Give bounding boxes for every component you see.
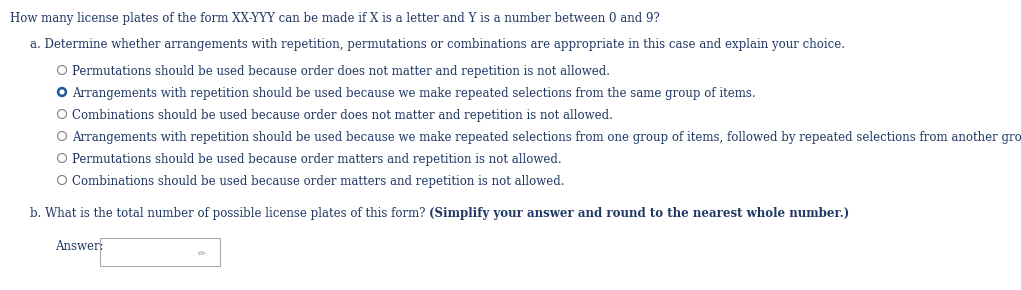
Circle shape (60, 90, 64, 94)
Text: Answer:: Answer: (55, 240, 103, 253)
Circle shape (57, 88, 66, 97)
Text: Permutations should be used because order does not matter and repetition is not : Permutations should be used because orde… (72, 65, 610, 78)
Text: How many license plates of the form XX-YYY can be made if X is a letter and Y is: How many license plates of the form XX-Y… (10, 12, 660, 25)
Text: Arrangements with repetition should be used because we make repeated selections : Arrangements with repetition should be u… (72, 87, 756, 100)
Text: Combinations should be used because order does not matter and repetition is not : Combinations should be used because orde… (72, 109, 613, 122)
Text: Permutations should be used because order matters and repetition is not allowed.: Permutations should be used because orde… (72, 153, 562, 166)
Text: ✏: ✏ (198, 249, 206, 259)
Text: (Simplify your answer and round to the nearest whole number.): (Simplify your answer and round to the n… (429, 207, 849, 220)
Text: b. What is the total number of possible license plates of this form?: b. What is the total number of possible … (30, 207, 429, 220)
Text: Combinations should be used because order matters and repetition is not allowed.: Combinations should be used because orde… (72, 175, 565, 188)
Text: a. Determine whether arrangements with repetition, permutations or combinations : a. Determine whether arrangements with r… (30, 38, 845, 51)
FancyBboxPatch shape (100, 238, 220, 266)
Text: Arrangements with repetition should be used because we make repeated selections : Arrangements with repetition should be u… (72, 131, 1021, 144)
